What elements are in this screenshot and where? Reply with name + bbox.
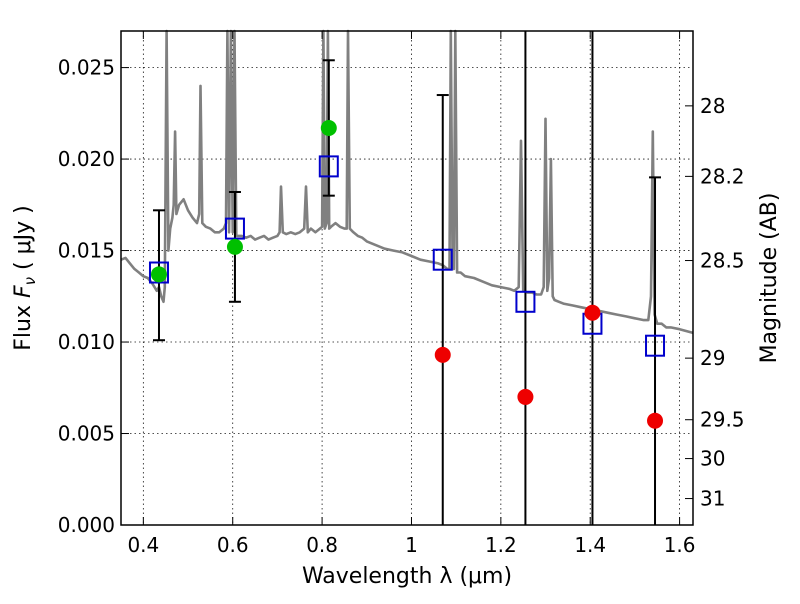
model-spectrum bbox=[120, 29, 694, 335]
x-tick-label: 1 bbox=[405, 533, 418, 557]
mag-tick-label: 31 bbox=[700, 487, 725, 511]
y-axis-label-prefix: Flux bbox=[11, 298, 36, 351]
upper-limit-point bbox=[517, 388, 534, 405]
x-tick-label: 0.4 bbox=[127, 533, 159, 557]
model-photometry-box bbox=[148, 261, 169, 284]
x-tick-label: 1.4 bbox=[574, 533, 606, 557]
upper-limit-point bbox=[584, 304, 601, 321]
y-tick-label: 0.025 bbox=[58, 56, 115, 80]
plot-frame bbox=[120, 30, 694, 526]
error-bars bbox=[152, 31, 662, 525]
model-photometry-box bbox=[224, 217, 245, 240]
mag-tick-label: 29.5 bbox=[700, 408, 745, 432]
upper-limit-point bbox=[647, 412, 664, 429]
y-tick-label: 0.005 bbox=[58, 422, 115, 446]
y-tick-label: 0.010 bbox=[58, 330, 115, 354]
detection-point bbox=[226, 238, 243, 255]
spectrum-line bbox=[120, 29, 694, 335]
model-photometry-box bbox=[645, 334, 666, 357]
x-tick-label: 0.6 bbox=[217, 533, 249, 557]
y-axis-label-subscript: ν bbox=[21, 277, 39, 285]
grid bbox=[121, 31, 693, 525]
upper-limit-point bbox=[434, 346, 451, 363]
mag-tick-label: 30 bbox=[700, 447, 725, 471]
y-tick-label: 0.000 bbox=[58, 513, 115, 537]
model-photometry-box bbox=[515, 290, 536, 313]
detection-point bbox=[320, 119, 337, 136]
axis-ticks: 0.4 0.6 0.8 1 1.2 1.4 1.6 0.000 0.005 0.010 0.015 0… bbox=[58, 31, 745, 557]
model-photometry-box bbox=[432, 248, 453, 271]
x-axis-label: Wavelength λ (μm) bbox=[302, 564, 512, 589]
mag-tick-label: 28 bbox=[700, 94, 725, 118]
detection-point bbox=[150, 266, 167, 283]
mag-tick-label: 28.2 bbox=[700, 164, 745, 188]
y-axis-label-suffix: ( μJy ) bbox=[11, 205, 36, 277]
observed-points bbox=[150, 119, 664, 429]
y-axis-label: Flux Fν ( μJy ) bbox=[11, 205, 39, 350]
y-tick-label: 0.020 bbox=[58, 147, 115, 171]
y2-axis-label: Magnitude (AB) bbox=[757, 193, 782, 364]
mag-tick-label: 29 bbox=[700, 346, 725, 370]
x-tick-label: 1.6 bbox=[664, 533, 696, 557]
y-axis-label-symbol: F bbox=[11, 285, 36, 298]
mag-tick-label: 28.5 bbox=[700, 249, 745, 273]
y-tick-label: 0.015 bbox=[58, 239, 115, 263]
model-photometry-box bbox=[318, 155, 339, 178]
x-tick-label: 0.8 bbox=[306, 533, 338, 557]
x-tick-label: 1.2 bbox=[485, 533, 517, 557]
